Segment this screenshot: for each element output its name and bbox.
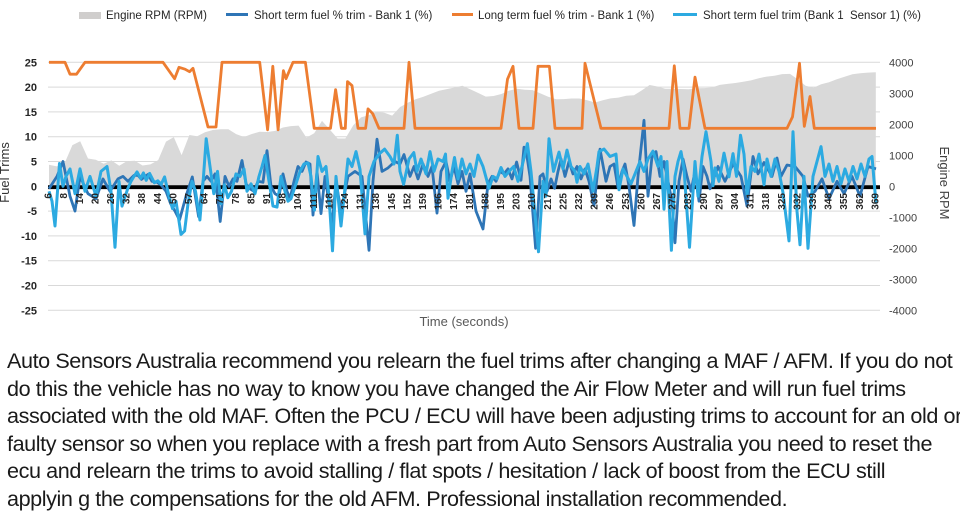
svg-text:332: 332 — [792, 193, 803, 210]
svg-text:275: 275 — [668, 193, 679, 210]
svg-text:304: 304 — [730, 193, 741, 210]
svg-text:44: 44 — [153, 193, 164, 205]
svg-text:6: 6 — [44, 193, 55, 199]
svg-text:111: 111 — [309, 193, 320, 209]
svg-text:138: 138 — [371, 193, 382, 210]
svg-text:-15: -15 — [21, 256, 37, 268]
svg-text:0: 0 — [889, 181, 895, 193]
svg-text:85: 85 — [246, 193, 257, 205]
svg-text:325: 325 — [777, 193, 788, 210]
svg-text:8: 8 — [59, 193, 70, 199]
svg-text:283: 283 — [683, 193, 694, 210]
svg-text:20: 20 — [90, 193, 101, 205]
svg-text:5: 5 — [31, 157, 37, 169]
svg-text:25: 25 — [25, 57, 37, 69]
svg-text:174: 174 — [449, 193, 460, 210]
svg-text:78: 78 — [231, 193, 242, 205]
svg-text:348: 348 — [824, 193, 835, 210]
svg-text:20: 20 — [25, 82, 37, 94]
svg-text:14: 14 — [75, 193, 86, 205]
svg-text:145: 145 — [387, 193, 398, 210]
svg-text:-2000: -2000 — [889, 243, 917, 255]
svg-text:Engine RPM: Engine RPM — [937, 147, 952, 220]
svg-text:1000: 1000 — [889, 150, 913, 162]
svg-text:64: 64 — [200, 193, 211, 205]
svg-text:203: 203 — [512, 193, 523, 210]
svg-text:195: 195 — [496, 193, 507, 210]
svg-text:-3000: -3000 — [889, 274, 917, 286]
svg-text:3000: 3000 — [889, 88, 913, 100]
svg-text:32: 32 — [122, 193, 133, 205]
svg-text:91: 91 — [262, 193, 273, 205]
svg-text:253: 253 — [621, 193, 632, 210]
svg-text:369: 369 — [870, 193, 881, 210]
svg-text:260: 260 — [636, 193, 647, 210]
svg-text:-5: -5 — [27, 206, 37, 218]
svg-text:-10: -10 — [21, 231, 37, 243]
svg-text:225: 225 — [558, 193, 569, 210]
svg-text:124: 124 — [340, 193, 351, 210]
svg-text:355: 355 — [839, 193, 850, 210]
svg-text:297: 297 — [714, 193, 725, 210]
svg-text:210: 210 — [527, 193, 538, 210]
svg-text:217: 217 — [543, 193, 554, 210]
svg-text:104: 104 — [293, 193, 304, 210]
svg-text:181: 181 — [465, 193, 476, 210]
svg-text:159: 159 — [418, 193, 429, 210]
svg-text:-20: -20 — [21, 281, 37, 293]
svg-text:26: 26 — [106, 193, 117, 205]
svg-text:Long term fuel % trim - Bank 1: Long term fuel % trim - Bank 1 (%) — [478, 10, 655, 22]
svg-text:Short term fuel trim (Bank 1: Short term fuel trim (Bank 1 Sensor 1) (… — [703, 10, 921, 22]
svg-text:118: 118 — [324, 193, 335, 210]
svg-text:Fuel Trims: Fuel Trims — [0, 142, 12, 203]
svg-text:71: 71 — [215, 193, 226, 205]
svg-text:38: 38 — [137, 193, 148, 205]
svg-text:-4000: -4000 — [889, 305, 917, 317]
svg-text:0: 0 — [31, 181, 37, 193]
svg-text:2000: 2000 — [889, 119, 913, 131]
svg-text:246: 246 — [605, 193, 616, 210]
svg-text:362: 362 — [855, 193, 866, 210]
svg-text:98: 98 — [278, 193, 289, 205]
svg-text:Short term fuel % trim - Bank: Short term fuel % trim - Bank 1 (%) — [254, 10, 432, 22]
svg-text:166: 166 — [434, 193, 445, 210]
svg-text:318: 318 — [761, 193, 772, 210]
svg-text:Time (seconds): Time (seconds) — [419, 314, 508, 329]
svg-text:Engine RPM (RPM): Engine RPM (RPM) — [106, 10, 207, 22]
svg-text:339: 339 — [808, 193, 819, 210]
svg-text:-25: -25 — [21, 305, 37, 317]
svg-text:10: 10 — [25, 132, 37, 144]
svg-text:15: 15 — [25, 107, 37, 119]
svg-text:239: 239 — [590, 193, 601, 210]
svg-text:-1000: -1000 — [889, 212, 917, 224]
svg-text:290: 290 — [699, 193, 710, 210]
svg-text:131: 131 — [356, 193, 367, 210]
svg-text:4000: 4000 — [889, 57, 913, 69]
svg-text:50: 50 — [168, 193, 179, 205]
svg-text:152: 152 — [402, 193, 413, 210]
svg-text:311: 311 — [746, 193, 757, 210]
svg-text:188: 188 — [480, 193, 491, 210]
svg-text:232: 232 — [574, 193, 585, 210]
svg-text:267: 267 — [652, 193, 663, 210]
svg-text:57: 57 — [184, 193, 195, 205]
